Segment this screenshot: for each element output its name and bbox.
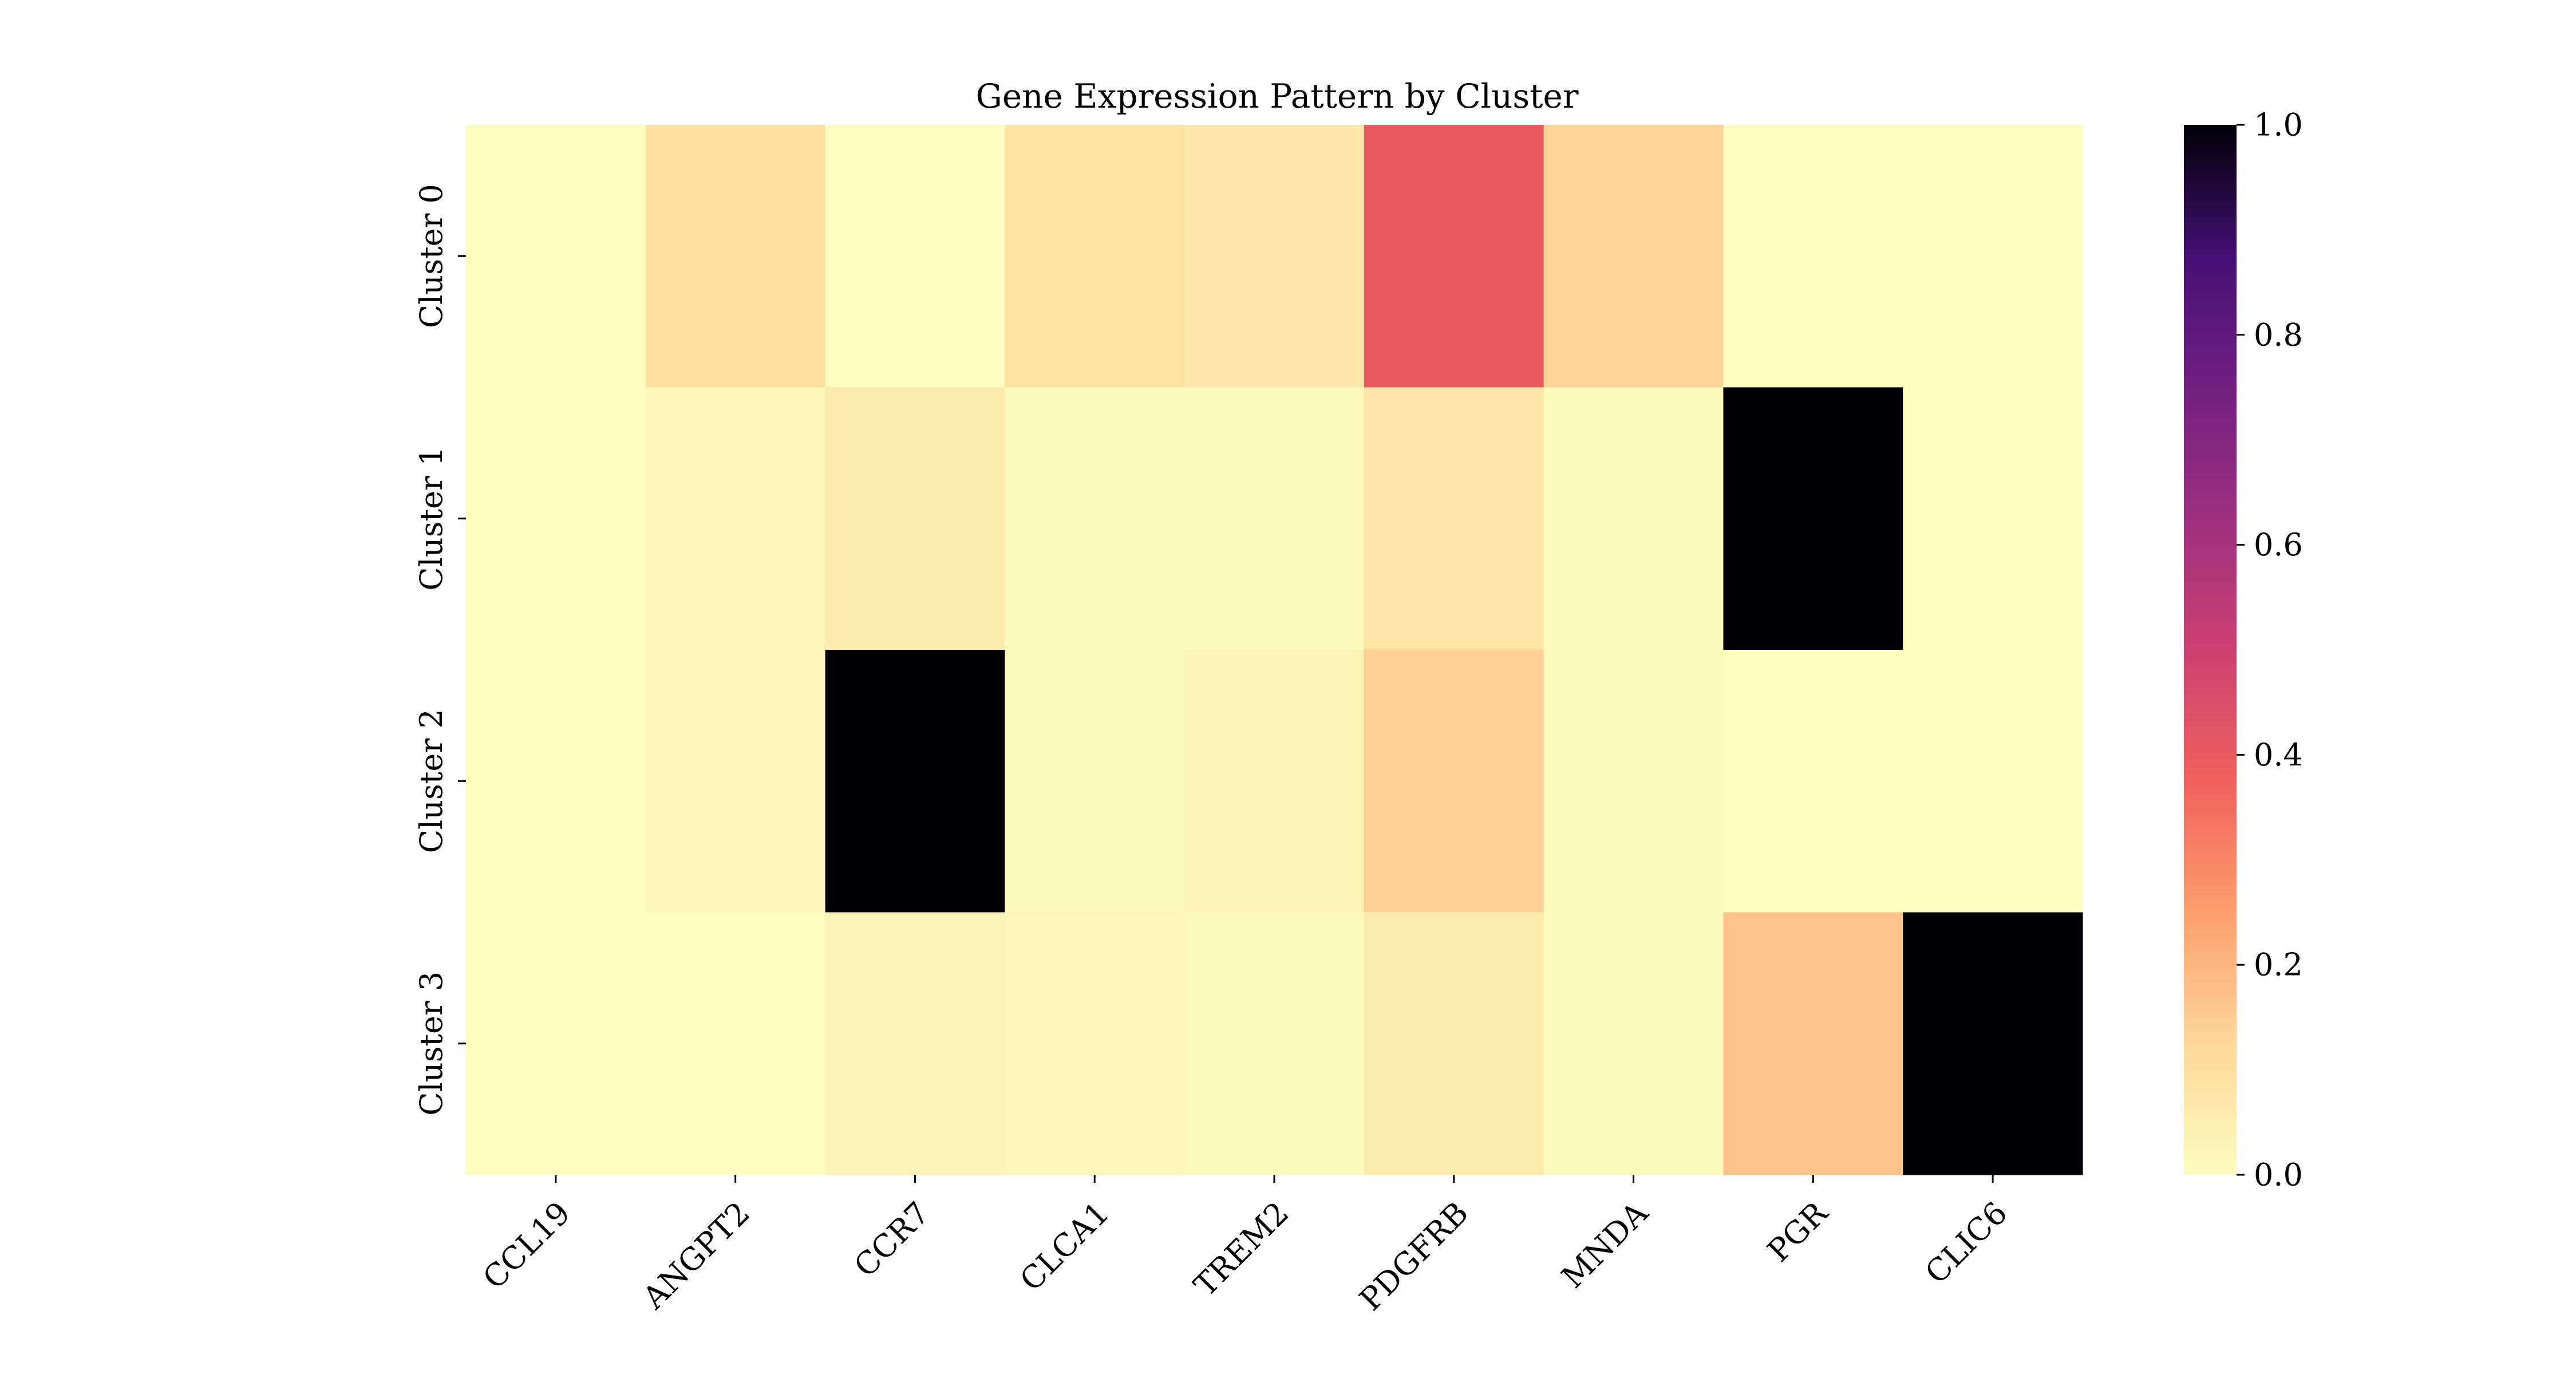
heatmap-cell xyxy=(466,912,646,1175)
heatmap-cell xyxy=(1543,125,1724,388)
heatmap-cell xyxy=(1184,125,1365,388)
heatmap-cell xyxy=(825,912,1005,1175)
colorbar-tick-label: 0.2 xyxy=(2254,947,2303,983)
colorbar-axis: 0.0 0.2 0.4 0.6 0.8 1.0 xyxy=(2237,107,2303,1193)
heatmap-cell xyxy=(1723,125,1903,388)
y-tick-label: Cluster 0 xyxy=(413,184,449,328)
heatmap-cell xyxy=(645,912,826,1175)
heatmap-cell xyxy=(1903,650,2083,913)
heatmap-cell xyxy=(1723,387,1903,650)
chart-title: Gene Expression Pattern by Cluster xyxy=(976,77,1579,116)
heatmap-cell xyxy=(1364,387,1544,650)
heatmap-cell xyxy=(1005,387,1185,650)
colorbar-tick-label: 0.6 xyxy=(2254,527,2303,563)
y-tick-label: Cluster 2 xyxy=(413,709,449,853)
heatmap-cell xyxy=(1723,912,1903,1175)
heatmap-cell xyxy=(645,125,826,388)
y-tick-label: Cluster 3 xyxy=(413,972,449,1116)
heatmap-cell xyxy=(1364,125,1544,388)
heatmap-cell xyxy=(1184,912,1365,1175)
heatmap-cell xyxy=(1723,650,1903,913)
heatmap-cell xyxy=(825,650,1005,913)
heatmap-cell xyxy=(1903,125,2083,388)
colorbar-tick-label: 0.0 xyxy=(2254,1157,2303,1193)
heatmap-cell xyxy=(466,125,646,388)
heatmap-cell xyxy=(1005,912,1185,1175)
y-tick-label: Cluster 1 xyxy=(413,447,449,591)
heatmap-cell xyxy=(1005,125,1185,388)
heatmap-cell xyxy=(1184,387,1365,650)
heatmap-cells xyxy=(466,125,2083,1175)
heatmap-cell xyxy=(1364,912,1544,1175)
colorbar-tick-label: 0.8 xyxy=(2254,317,2303,353)
colorbar-tick-label: 1.0 xyxy=(2254,107,2303,143)
heatmap-cell xyxy=(1903,387,2083,650)
heatmap-cell xyxy=(1184,650,1365,913)
heatmap-cell xyxy=(1543,650,1724,913)
heatmap-cell xyxy=(645,650,826,913)
heatmap-cell xyxy=(1364,650,1544,913)
heatmap-cell xyxy=(825,125,1005,388)
heatmap-cell xyxy=(1543,387,1724,650)
colorbar-tick-label: 0.4 xyxy=(2254,737,2303,773)
heatmap-cell xyxy=(1543,912,1724,1175)
heatmap-cell xyxy=(1903,912,2083,1175)
heatmap-cell xyxy=(825,387,1005,650)
heatmap-cell xyxy=(1005,650,1185,913)
colorbar xyxy=(2184,125,2237,1175)
heatmap-cell xyxy=(645,387,826,650)
y-axis: Cluster 0 Cluster 1 Cluster 2 Cluster 3 xyxy=(413,184,466,1116)
heatmap-cell xyxy=(466,650,646,913)
heatmap-cell xyxy=(466,387,646,650)
